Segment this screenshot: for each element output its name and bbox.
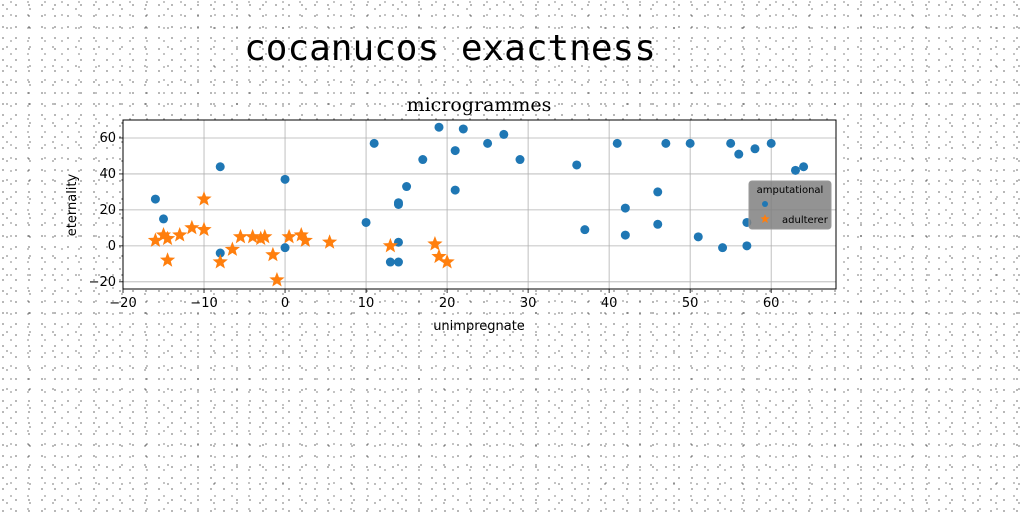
data-point-circle xyxy=(159,214,169,224)
data-point-star xyxy=(232,228,249,244)
x-tick-label: 20 xyxy=(439,296,456,311)
data-point-circle xyxy=(361,217,371,227)
data-point-circle xyxy=(215,162,225,172)
data-point-star xyxy=(439,254,455,269)
data-point-circle xyxy=(280,174,290,184)
data-point-circle xyxy=(580,225,590,235)
data-point-circle xyxy=(515,155,525,165)
chart-title: microgrammes xyxy=(407,94,552,116)
y-tick-label: 0 xyxy=(108,239,116,254)
x-tick-label: 40 xyxy=(601,296,618,311)
data-point-circle xyxy=(450,146,460,156)
grid-layer xyxy=(122,120,836,289)
points-layer xyxy=(147,122,809,287)
data-point-star xyxy=(382,237,398,253)
data-point-circle xyxy=(734,149,744,159)
data-point-circle xyxy=(612,138,622,148)
data-point-star xyxy=(245,228,261,244)
data-point-star xyxy=(159,252,176,267)
legend-box xyxy=(748,180,832,230)
x-tick-label: 60 xyxy=(763,296,780,311)
data-point-circle xyxy=(750,144,760,154)
data-point-star xyxy=(196,191,212,206)
data-point-star xyxy=(159,230,176,246)
data-point-circle xyxy=(385,257,395,267)
y-tick-label: 20 xyxy=(99,203,116,218)
data-point-circle xyxy=(790,165,800,175)
data-point-star xyxy=(196,221,212,237)
data-point-star xyxy=(431,248,447,264)
data-point-circle xyxy=(418,155,428,165)
data-point-star xyxy=(212,254,228,269)
data-point-circle xyxy=(726,138,736,148)
x-tick-label: 10 xyxy=(358,296,375,311)
plot-frame xyxy=(122,119,837,290)
data-point-star xyxy=(184,219,200,235)
data-point-circle xyxy=(483,138,493,148)
data-point-circle xyxy=(661,138,671,148)
data-point-star xyxy=(172,227,188,242)
data-point-circle xyxy=(434,122,444,132)
data-point-circle xyxy=(766,138,776,148)
data-point-star xyxy=(147,232,164,247)
data-point-star xyxy=(293,227,309,242)
y-tick-label: 60 xyxy=(99,131,116,146)
data-point-circle xyxy=(450,185,460,195)
data-point-circle xyxy=(653,219,663,229)
data-point-circle xyxy=(458,124,468,134)
data-point-star xyxy=(322,234,338,249)
x-tick-label: 0 xyxy=(281,296,289,311)
legend-marker-star xyxy=(760,214,770,224)
x-axis-label: unimpregnate xyxy=(433,319,525,334)
suptitle-text: cocanucos exactness xyxy=(244,28,656,69)
data-point-circle xyxy=(402,182,412,192)
data-point-star xyxy=(281,228,297,244)
data-point-star xyxy=(253,230,269,246)
data-point-star xyxy=(427,236,443,251)
y-tick-label: −20 xyxy=(89,275,116,290)
data-point-circle xyxy=(215,248,225,258)
data-point-star xyxy=(224,241,240,256)
x-tick-label: −20 xyxy=(109,296,136,311)
x-tick-label: −10 xyxy=(190,296,217,311)
data-point-star xyxy=(257,228,273,244)
data-point-circle xyxy=(620,230,630,240)
data-point-star xyxy=(297,232,313,247)
data-point-circle xyxy=(280,243,290,253)
data-point-circle xyxy=(150,194,160,204)
data-point-circle xyxy=(799,162,809,172)
figure-suptitle: cocanucos exactness xyxy=(0,28,900,69)
data-point-circle xyxy=(393,257,403,267)
data-point-circle xyxy=(572,160,582,170)
data-point-circle xyxy=(393,198,403,208)
plot-area xyxy=(123,120,836,289)
data-point-circle xyxy=(693,232,703,242)
x-tick-label: 30 xyxy=(520,296,537,311)
tick-layer: −20 −10 0 10 20 30 40 50 60 −20 0 20 40 60 xyxy=(89,131,780,311)
data-point-circle xyxy=(369,138,379,148)
data-point-star xyxy=(155,227,172,242)
legend-entry-2: adulterer xyxy=(782,215,829,226)
y-tick-label: 40 xyxy=(99,167,116,182)
data-point-star xyxy=(269,272,285,287)
data-point-circle xyxy=(718,243,728,253)
data-point-circle xyxy=(742,241,752,251)
data-point-star xyxy=(265,246,281,262)
data-point-circle xyxy=(499,129,509,139)
legend: amputational adulterer xyxy=(748,180,832,230)
legend-title: amputational xyxy=(757,185,824,196)
data-point-circle xyxy=(653,187,663,197)
data-point-circle xyxy=(620,203,630,213)
y-axis-label: eternality xyxy=(65,173,80,236)
data-point-circle xyxy=(685,138,695,148)
legend-marker-circle xyxy=(762,201,768,207)
x-tick-label: 50 xyxy=(682,296,699,311)
